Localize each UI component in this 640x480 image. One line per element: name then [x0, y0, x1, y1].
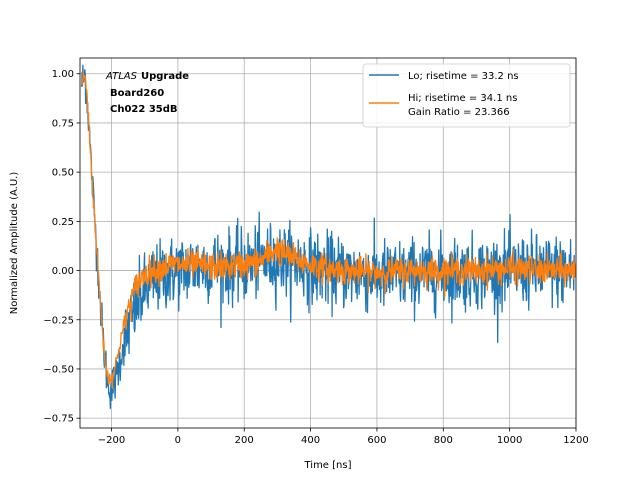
- legend: Lo; risetime = 33.2 ns Hi; risetime = 34…: [362, 63, 571, 128]
- y-tick-label: 1.00: [52, 69, 74, 80]
- upgrade-label: Upgrade: [141, 71, 189, 82]
- board-label: Board260: [110, 88, 164, 99]
- y-tick-label: 0.00: [52, 266, 74, 277]
- annotation-line-1: ATLAS Upgrade: [105, 71, 189, 82]
- legend-label-hi: Hi; risetime = 34.1 ns Gain Ratio = 23.3…: [408, 93, 521, 118]
- x-axis-label: Time [ns]: [303, 460, 351, 471]
- plot-frame: [79, 57, 577, 429]
- y-tick-label: 0.50: [52, 168, 74, 179]
- y-axis-label: Normalized Amplitude (A.U.): [9, 172, 20, 315]
- x-tick-label: 0: [175, 435, 181, 446]
- x-tick-label: 1000: [497, 435, 522, 446]
- y-tick-label: 0.75: [52, 118, 74, 129]
- legend-frame: [362, 63, 571, 128]
- x-tick-label: 800: [434, 435, 453, 446]
- x-tick-label: 600: [367, 435, 386, 446]
- series-layer: [81, 64, 576, 410]
- atlas-annotation: ATLAS Upgrade Board260 Ch022 35dB: [105, 71, 189, 115]
- series-line-hi: [81, 71, 576, 389]
- y-tick-label: −0.75: [43, 414, 74, 425]
- x-tick-label: 200: [235, 435, 254, 446]
- series-line-lo: [81, 64, 576, 410]
- x-tick-label: 400: [301, 435, 320, 446]
- legend-label-lo: Lo; risetime = 33.2 ns: [408, 71, 519, 82]
- channel-label: Ch022 35dB: [110, 104, 178, 115]
- x-tick-label: 1200: [563, 435, 588, 446]
- y-tick-label: −0.50: [43, 364, 74, 375]
- atlas-label: ATLAS: [105, 71, 138, 82]
- legend-label-hi-line2: Gain Ratio = 23.366: [408, 107, 510, 118]
- legend-label-hi-line1: Hi; risetime = 34.1 ns: [408, 93, 517, 104]
- y-tick-label: 0.25: [52, 217, 74, 228]
- y-tick-label: −0.25: [43, 315, 74, 326]
- axis-ticks: −200 0 200 400 600 800 1000 1200 −0.75 −0.50 −0.25…: [43, 69, 588, 446]
- x-tick-label: −200: [98, 435, 125, 446]
